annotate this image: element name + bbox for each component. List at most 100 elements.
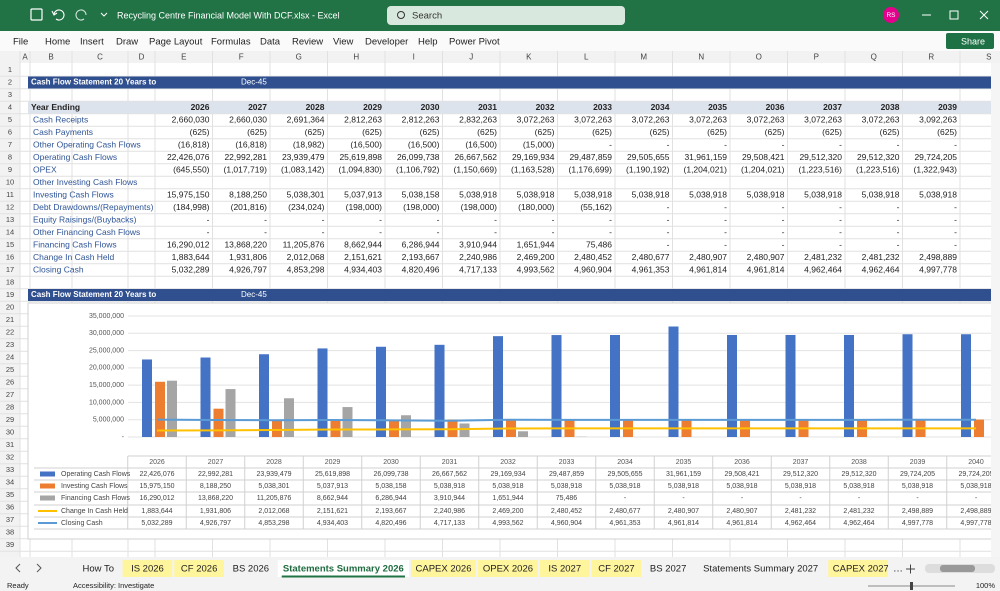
- row-header[interactable]: 28: [6, 402, 14, 411]
- row-header[interactable]: 5: [8, 115, 12, 124]
- column-header[interactable]: R: [928, 53, 934, 62]
- sheet-tab[interactable]: OPEX 2026: [483, 564, 533, 575]
- sheet-tab[interactable]: IS 2027: [548, 564, 581, 575]
- row-header[interactable]: 26: [6, 377, 14, 386]
- column-header[interactable]: I: [413, 53, 415, 62]
- row-header[interactable]: 9: [8, 165, 12, 174]
- column-header[interactable]: B: [48, 53, 53, 62]
- sheet-tab[interactable]: How To: [83, 564, 115, 575]
- row-header[interactable]: 39: [6, 540, 14, 549]
- row-header[interactable]: 6: [8, 127, 12, 136]
- save-icon[interactable]: [30, 8, 43, 21]
- tab-bg[interactable]: [828, 560, 893, 577]
- column-header[interactable]: H: [353, 53, 359, 62]
- row-header[interactable]: 29: [6, 415, 14, 424]
- ribbon-tab[interactable]: Home: [45, 37, 70, 48]
- tab-bg[interactable]: [174, 560, 224, 577]
- row-header[interactable]: 17: [6, 265, 14, 274]
- row-header[interactable]: 22: [6, 327, 14, 336]
- sheet-tab[interactable]: CF 2026: [181, 564, 217, 575]
- share-button[interactable]: [946, 33, 994, 49]
- sheet-tab[interactable]: CF 2027: [598, 564, 634, 575]
- row-header[interactable]: 19: [6, 290, 14, 299]
- row-header[interactable]: 3: [8, 90, 12, 99]
- row-header[interactable]: 18: [6, 277, 14, 286]
- column-header[interactable]: J: [469, 53, 473, 62]
- ribbon-tab[interactable]: Insert: [80, 37, 104, 48]
- row-header[interactable]: 12: [6, 202, 14, 211]
- column-header[interactable]: S: [986, 53, 991, 62]
- tab-more[interactable]: …: [893, 564, 903, 575]
- row-header[interactable]: 31: [6, 440, 14, 449]
- row-header[interactable]: 24: [6, 352, 14, 361]
- column-header[interactable]: M: [640, 53, 647, 62]
- sheet-tab[interactable]: CAPEX 2026: [416, 564, 472, 575]
- redo-icon[interactable]: [75, 9, 87, 21]
- column-header[interactable]: P: [814, 53, 819, 62]
- sheet-tab[interactable]: IS 2026: [131, 564, 164, 575]
- sheet-tab[interactable]: Statements Summary 2026: [283, 564, 404, 575]
- row-header[interactable]: 7: [8, 140, 12, 149]
- column-header[interactable]: C: [97, 53, 103, 62]
- row-header[interactable]: 2: [8, 77, 12, 86]
- row-header[interactable]: 34: [6, 477, 14, 486]
- search-box[interactable]: [387, 6, 625, 25]
- sheet-tab[interactable]: BS 2026: [233, 564, 269, 575]
- row-header[interactable]: 33: [6, 465, 14, 474]
- tab-bg[interactable]: [122, 560, 173, 577]
- qat-more[interactable]: [100, 12, 108, 17]
- ribbon-tab[interactable]: Power Pivot: [449, 37, 500, 48]
- column-header[interactable]: A: [22, 53, 28, 62]
- ribbon-tab[interactable]: Draw: [116, 37, 138, 48]
- zoom-level[interactable]: 100%: [976, 581, 996, 590]
- row-header[interactable]: 4: [8, 102, 12, 111]
- status-accessibility[interactable]: Accessibility: Investigate: [73, 581, 154, 590]
- ribbon-tab[interactable]: Formulas: [211, 37, 251, 48]
- undo-icon[interactable]: [51, 9, 65, 21]
- row-header[interactable]: 25: [6, 365, 14, 374]
- row-header[interactable]: 10: [6, 177, 14, 186]
- column-header[interactable]: Q: [871, 53, 877, 62]
- ribbon-tab[interactable]: Review: [292, 37, 323, 48]
- tab-bg[interactable]: [539, 560, 590, 577]
- ribbon-tab[interactable]: Developer: [365, 37, 408, 48]
- tab-bg[interactable]: [478, 560, 538, 577]
- row-header[interactable]: 1: [8, 65, 12, 74]
- avatar[interactable]: [883, 7, 899, 23]
- row-header[interactable]: 37: [6, 515, 14, 524]
- column-header[interactable]: N: [698, 53, 704, 62]
- ribbon-tab[interactable]: File: [13, 37, 28, 48]
- ribbon-tab[interactable]: View: [333, 37, 354, 48]
- column-header[interactable]: D: [139, 53, 145, 62]
- add-sheet[interactable]: [906, 564, 915, 574]
- sheet-tab[interactable]: BS 2027: [650, 564, 686, 575]
- row-header[interactable]: 15: [6, 240, 14, 249]
- column-header[interactable]: F: [239, 53, 244, 62]
- ribbon-tab[interactable]: Page Layout: [149, 37, 203, 48]
- close[interactable]: [979, 10, 989, 20]
- row-header[interactable]: 11: [6, 190, 14, 199]
- row-header[interactable]: 16: [6, 252, 14, 261]
- ribbon-tab[interactable]: Help: [418, 37, 438, 48]
- row-header[interactable]: 14: [6, 227, 14, 236]
- column-header[interactable]: O: [756, 53, 762, 62]
- zoom-thumb[interactable]: [910, 582, 913, 590]
- column-header[interactable]: E: [181, 53, 186, 62]
- row-header[interactable]: 8: [8, 152, 12, 161]
- tab-bg[interactable]: [591, 560, 642, 577]
- row-header[interactable]: 21: [6, 315, 14, 324]
- row-header[interactable]: 13: [6, 215, 14, 224]
- tab-bg[interactable]: [277, 560, 409, 577]
- row-header[interactable]: 32: [6, 452, 14, 461]
- row-header[interactable]: 23: [6, 340, 14, 349]
- column-header[interactable]: L: [584, 53, 589, 62]
- h-scroll-thumb[interactable]: [940, 565, 975, 572]
- sheet-tab[interactable]: Statements Summary 2027: [703, 564, 818, 575]
- tab-nav[interactable]: [15, 563, 42, 573]
- column-header[interactable]: G: [296, 53, 302, 62]
- row-header[interactable]: 35: [6, 490, 14, 499]
- row-header[interactable]: 27: [6, 390, 14, 399]
- row-header[interactable]: 38: [6, 527, 14, 536]
- restore[interactable]: [949, 10, 959, 20]
- row-header[interactable]: 20: [6, 302, 14, 311]
